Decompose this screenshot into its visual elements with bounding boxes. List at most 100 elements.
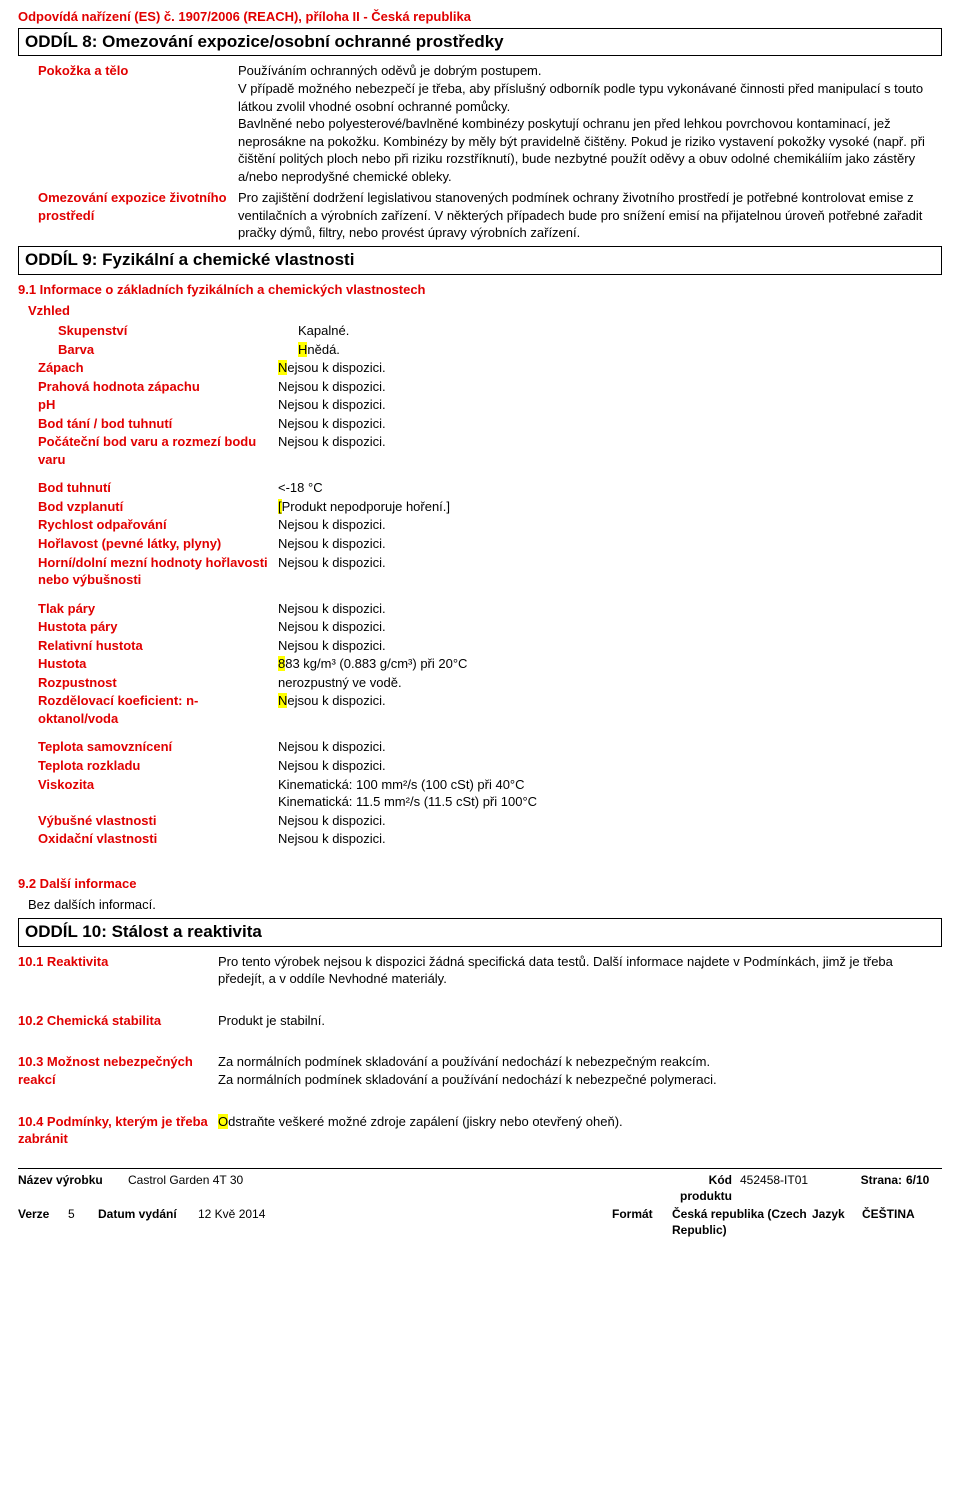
row-104: 10.4 Podmínky, kterým je třeba zabránit … bbox=[18, 1113, 942, 1148]
kod-label: Kód produktu bbox=[662, 1172, 732, 1204]
footer-row2: Verze 5 Datum vydání 12 Kvě 2014 Formát … bbox=[18, 1205, 942, 1239]
lbl-102: 10.2 Chemická stabilita bbox=[18, 1012, 218, 1030]
hl-barva: H bbox=[298, 342, 307, 357]
lbl-hustota: Hustota bbox=[38, 655, 278, 673]
row-hustota: Hustota 883 kg/m³ (0.883 g/cm³) při 20°C bbox=[18, 655, 942, 673]
row-vybusne: Výbušné vlastnosti Nejsou k dispozici. bbox=[18, 812, 942, 830]
datum-value: 12 Kvě 2014 bbox=[198, 1206, 612, 1238]
row-tlakpary: Tlak páry Nejsou k dispozici. bbox=[18, 600, 942, 618]
rest-barva: nědá. bbox=[307, 342, 340, 357]
hl-zapach: N bbox=[278, 360, 287, 375]
jazyk-label: Jazyk bbox=[812, 1206, 862, 1238]
verze-label: Verze bbox=[18, 1206, 68, 1238]
val-oxidacni: Nejsou k dispozici. bbox=[278, 830, 942, 848]
val-prahova: Nejsou k dispozici. bbox=[278, 378, 942, 396]
val-hornidolni: Nejsou k dispozici. bbox=[278, 554, 942, 589]
lbl-rozpustnost: Rozpustnost bbox=[38, 674, 278, 692]
rest-104: dstraňte veškeré možné zdroje zapálení (… bbox=[228, 1114, 623, 1129]
section10-box: ODDÍL 10: Stálost a reaktivita bbox=[18, 918, 942, 947]
row-viskozita: Viskozita Kinematická: 100 mm²/s (100 cS… bbox=[18, 776, 942, 811]
row-rychlost: Rychlost odpařování Nejsou k dispozici. bbox=[18, 516, 942, 534]
sub91: 9.1 Informace o základních fyzikálních a… bbox=[18, 281, 942, 299]
vzhled: Vzhled bbox=[18, 302, 942, 320]
row-horlavost: Hořlavost (pevné látky, plyny) Nejsou k … bbox=[18, 535, 942, 553]
lbl-teplotarozkladu: Teplota rozkladu bbox=[38, 757, 278, 775]
skin-label: Pokožka a tělo bbox=[38, 62, 238, 185]
lbl-oxidacni: Oxidační vlastnosti bbox=[38, 830, 278, 848]
rest-hustota: 83 kg/m³ (0.883 g/cm³) při 20°C bbox=[285, 656, 467, 671]
reach-header: Odpovídá nařízení (ES) č. 1907/2006 (REA… bbox=[18, 8, 942, 26]
lbl-bodtuhnuti: Bod tuhnutí bbox=[38, 479, 278, 497]
lbl-103: 10.3 Možnost nebezpečných reakcí bbox=[18, 1053, 218, 1088]
env-row: Omezování expozice životního prostředí P… bbox=[18, 189, 942, 242]
format-label: Formát bbox=[612, 1206, 672, 1238]
lbl-pocatecni: Počáteční bod varu a rozmezí bodu varu bbox=[38, 433, 278, 468]
rest-zapach: ejsou k dispozici. bbox=[287, 360, 385, 375]
val-teplotarozkladu: Nejsou k dispozici. bbox=[278, 757, 942, 775]
lbl-hustotapary: Hustota páry bbox=[38, 618, 278, 636]
row-zapach: Zápach Nejsou k dispozici. bbox=[18, 359, 942, 377]
verze-value: 5 bbox=[68, 1206, 98, 1238]
lbl-viskozita: Viskozita bbox=[38, 776, 278, 811]
section9-title: ODDÍL 9: Fyzikální a chemické vlastnosti bbox=[25, 249, 935, 272]
val-zapach: Nejsou k dispozici. bbox=[278, 359, 942, 377]
kod-value: 452458-IT01 bbox=[732, 1172, 842, 1204]
footer: Název výrobku Castrol Garden 4T 30 Kód p… bbox=[18, 1166, 942, 1240]
lbl-bodtani: Bod tání / bod tuhnutí bbox=[38, 415, 278, 433]
val-teplotasamo: Nejsou k dispozici. bbox=[278, 738, 942, 756]
lbl-skupenstvi: Skupenství bbox=[58, 322, 298, 340]
val-relhustota: Nejsou k dispozici. bbox=[278, 637, 942, 655]
section10-title: ODDÍL 10: Stálost a reaktivita bbox=[25, 921, 935, 944]
section9-box: ODDÍL 9: Fyzikální a chemické vlastnosti bbox=[18, 246, 942, 275]
val-101: Pro tento výrobek nejsou k dispozici žád… bbox=[218, 953, 942, 988]
lbl-vybusne: Výbušné vlastnosti bbox=[38, 812, 278, 830]
row-prahova: Prahová hodnota zápachu Nejsou k dispozi… bbox=[18, 378, 942, 396]
strana-label: Strana: bbox=[842, 1172, 902, 1204]
val-rozdelovaci: Nejsou k dispozici. bbox=[278, 692, 942, 727]
hl-104: O bbox=[218, 1114, 228, 1129]
lbl-zapach: Zápach bbox=[38, 359, 278, 377]
footer-row1: Název výrobku Castrol Garden 4T 30 Kód p… bbox=[18, 1171, 942, 1205]
env-label: Omezování expozice životního prostředí bbox=[38, 189, 238, 242]
row-bodvzplanuti: Bod vzplanutí [Produkt nepodporuje hořen… bbox=[18, 498, 942, 516]
nazev-value: Castrol Garden 4T 30 bbox=[128, 1172, 662, 1204]
row-barva: Barva Hnědá. bbox=[18, 341, 942, 359]
lbl-104: 10.4 Podmínky, kterým je třeba zabránit bbox=[18, 1113, 218, 1148]
row-102: 10.2 Chemická stabilita Produkt je stabi… bbox=[18, 1012, 942, 1030]
val-hustotapary: Nejsou k dispozici. bbox=[278, 618, 942, 636]
val-viskozita: Kinematická: 100 mm²/s (100 cSt) při 40°… bbox=[278, 776, 942, 811]
sub92: 9.2 Další informace bbox=[18, 875, 942, 893]
val-pocatecni: Nejsou k dispozici. bbox=[278, 433, 942, 468]
section8-title: ODDÍL 8: Omezování expozice/osobní ochra… bbox=[25, 31, 935, 54]
val-barva: Hnědá. bbox=[298, 341, 942, 359]
jazyk-value: ČEŠTINA bbox=[862, 1206, 942, 1238]
row-rozpustnost: Rozpustnost nerozpustný ve vodě. bbox=[18, 674, 942, 692]
format-value: Česká republika (Czech Republic) bbox=[672, 1206, 812, 1238]
rest-bodvzplanuti: Produkt nepodporuje hoření.] bbox=[282, 499, 450, 514]
lbl-relhustota: Relativní hustota bbox=[38, 637, 278, 655]
row-rozdelovaci: Rozdělovací koeficient: n-oktanol/voda N… bbox=[18, 692, 942, 727]
lbl-hornidolni: Horní/dolní mezní hodnoty hořlavosti neb… bbox=[38, 554, 278, 589]
nazev-label: Název výrobku bbox=[18, 1172, 128, 1204]
val-bodtuhnuti: <-18 °C bbox=[278, 479, 942, 497]
lbl-horlavost: Hořlavost (pevné látky, plyny) bbox=[38, 535, 278, 553]
row-teplotarozkladu: Teplota rozkladu Nejsou k dispozici. bbox=[18, 757, 942, 775]
val-horlavost: Nejsou k dispozici. bbox=[278, 535, 942, 553]
val-skupenstvi: Kapalné. bbox=[298, 322, 942, 340]
row-relhustota: Relativní hustota Nejsou k dispozici. bbox=[18, 637, 942, 655]
val-102: Produkt je stabilní. bbox=[218, 1012, 942, 1030]
row-103: 10.3 Možnost nebezpečných reakcí Za norm… bbox=[18, 1053, 942, 1088]
row-hustotapary: Hustota páry Nejsou k dispozici. bbox=[18, 618, 942, 636]
lbl-prahova: Prahová hodnota zápachu bbox=[38, 378, 278, 396]
val-rozpustnost: nerozpustný ve vodě. bbox=[278, 674, 942, 692]
row-bodtani: Bod tání / bod tuhnutí Nejsou k dispozic… bbox=[18, 415, 942, 433]
val-rychlost: Nejsou k dispozici. bbox=[278, 516, 942, 534]
lbl-barva: Barva bbox=[58, 341, 298, 359]
row-skupenstvi: Skupenství Kapalné. bbox=[18, 322, 942, 340]
lbl-teplotasamo: Teplota samovznícení bbox=[38, 738, 278, 756]
datum-label: Datum vydání bbox=[98, 1206, 198, 1238]
val-104: Odstraňte veškeré možné zdroje zapálení … bbox=[218, 1113, 942, 1148]
section8-box: ODDÍL 8: Omezování expozice/osobní ochra… bbox=[18, 28, 942, 57]
val-vybusne: Nejsou k dispozici. bbox=[278, 812, 942, 830]
lbl-tlakpary: Tlak páry bbox=[38, 600, 278, 618]
